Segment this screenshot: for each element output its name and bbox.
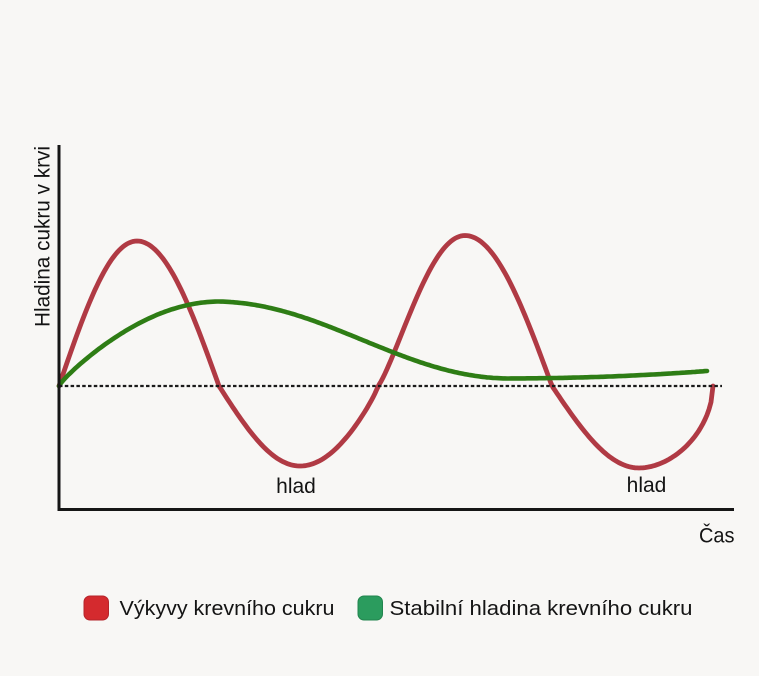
svg-text:Hladina cukru v krvi: Hladina cukru v krvi bbox=[31, 146, 55, 327]
svg-text:Čas: Čas bbox=[699, 523, 735, 548]
svg-text:Stabilní hladina krevního cukr: Stabilní hladina krevního cukru bbox=[390, 597, 693, 620]
svg-text:Výkyvy krevního cukru: Výkyvy krevního cukru bbox=[120, 597, 335, 620]
svg-text:hlad: hlad bbox=[627, 474, 667, 497]
svg-text:hlad: hlad bbox=[276, 475, 316, 498]
